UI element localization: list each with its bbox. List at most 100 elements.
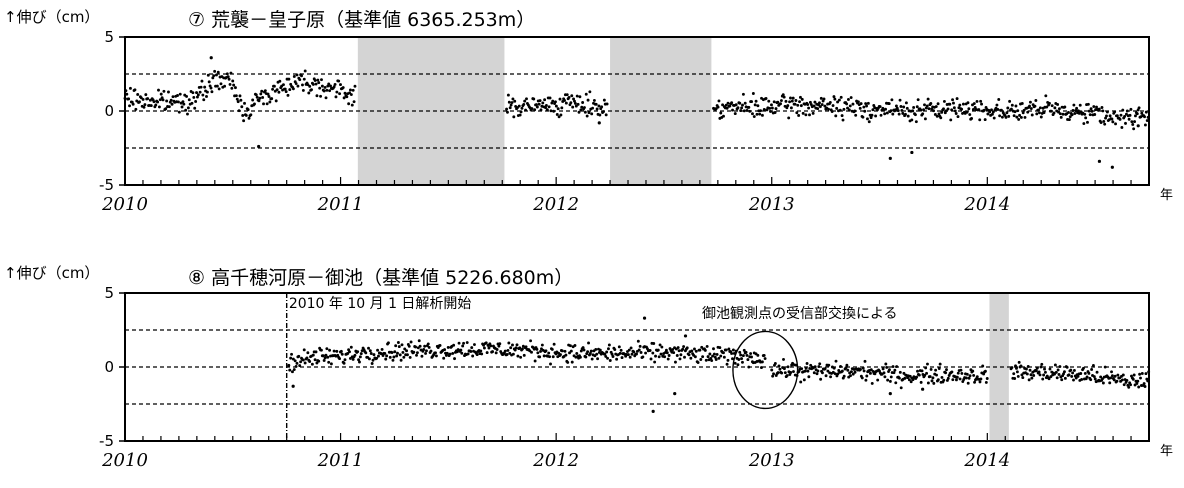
data-point <box>826 369 830 373</box>
data-point <box>198 90 202 94</box>
data-point <box>923 117 927 121</box>
data-point <box>1020 101 1024 105</box>
data-point <box>677 349 681 353</box>
data-point <box>1053 363 1057 367</box>
data-point <box>480 352 484 356</box>
data-point <box>1138 372 1142 376</box>
data-point <box>128 86 132 90</box>
data-point <box>763 357 767 360</box>
data-point <box>615 357 619 361</box>
data-point <box>1137 385 1141 389</box>
data-point <box>1030 376 1034 380</box>
chart-title: ⑧ 高千穂河原－御池（基準値 5226.680m） <box>188 267 573 289</box>
data-point <box>833 372 837 376</box>
data-point <box>1050 104 1054 108</box>
data-point <box>748 109 752 113</box>
data-point <box>940 375 944 379</box>
data-point <box>257 99 261 103</box>
data-point <box>1035 366 1039 370</box>
data-point <box>660 345 664 349</box>
data-point <box>1042 111 1046 115</box>
data-point <box>916 98 920 102</box>
data-point <box>1105 110 1109 114</box>
data-point <box>584 355 588 359</box>
data-point <box>1095 370 1099 374</box>
data-point <box>400 343 404 347</box>
data-point <box>1137 106 1141 110</box>
data-point <box>607 347 610 351</box>
data-point <box>569 101 573 105</box>
data-point <box>979 99 983 103</box>
data-point <box>525 97 528 101</box>
data-point <box>513 99 517 103</box>
data-point <box>956 371 960 375</box>
data-point <box>533 108 537 112</box>
data-point <box>353 353 357 357</box>
data-point <box>1053 372 1056 376</box>
data-point <box>1099 121 1103 124</box>
data-point <box>323 85 327 89</box>
data-point <box>184 108 188 112</box>
data-point <box>626 353 630 357</box>
data-point <box>194 100 198 103</box>
data-point <box>861 115 865 119</box>
data-point <box>1043 367 1046 371</box>
data-point <box>902 105 906 109</box>
data-point <box>770 103 773 107</box>
data-point <box>1015 366 1018 370</box>
data-point <box>301 88 305 92</box>
data-point <box>1095 105 1098 109</box>
data-point <box>571 105 575 109</box>
data-point <box>315 94 319 98</box>
data-point <box>885 365 889 369</box>
data-point <box>297 354 301 358</box>
data-point <box>537 102 541 106</box>
data-point <box>799 95 802 99</box>
data-point <box>577 110 581 114</box>
data-point <box>350 103 354 107</box>
data-point <box>423 344 427 348</box>
data-point <box>696 361 700 364</box>
data-point <box>171 95 175 99</box>
data-point <box>878 105 882 108</box>
data-point <box>185 94 189 98</box>
data-point <box>808 113 811 117</box>
data-point <box>507 100 511 104</box>
data-point <box>307 91 311 95</box>
data-point <box>519 355 523 359</box>
data-point <box>913 113 917 117</box>
data-point <box>865 104 868 108</box>
data-point <box>520 347 524 351</box>
data-point <box>1072 378 1075 382</box>
data-point <box>323 356 327 360</box>
data-point <box>705 344 709 348</box>
data-point <box>327 82 331 86</box>
data-point <box>700 345 704 349</box>
data-point <box>298 78 302 82</box>
data-point <box>1105 114 1108 118</box>
data-point <box>952 101 955 105</box>
data-point <box>636 339 640 343</box>
data-point <box>305 356 309 360</box>
data-point <box>972 373 976 377</box>
data-point <box>482 346 486 350</box>
data-point <box>352 100 356 104</box>
data-point <box>1040 362 1044 366</box>
data-point <box>177 110 181 114</box>
data-point <box>470 346 474 350</box>
data-point <box>206 73 210 77</box>
data-point <box>770 106 774 110</box>
data-point <box>294 82 298 86</box>
data-point <box>1118 117 1122 121</box>
data-point <box>922 108 926 112</box>
data-point <box>1129 107 1133 111</box>
data-point <box>863 359 867 363</box>
data-point <box>342 96 346 100</box>
data-point <box>456 348 460 352</box>
data-point <box>942 378 946 382</box>
data-point <box>560 106 564 110</box>
data-point <box>1085 375 1089 379</box>
data-point <box>594 102 598 106</box>
data-point <box>587 341 590 345</box>
data-point <box>693 347 696 351</box>
